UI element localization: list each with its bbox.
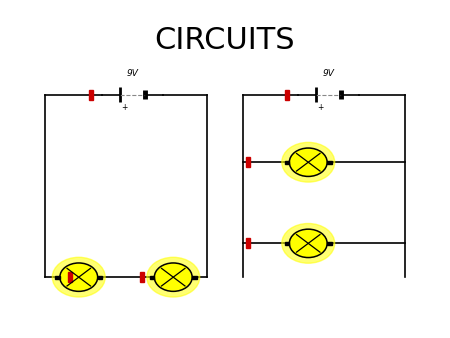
Text: 9V: 9V — [323, 69, 334, 78]
Text: CIRCUITS: CIRCUITS — [155, 26, 295, 55]
Bar — [247, 238, 251, 248]
Circle shape — [282, 223, 335, 263]
Bar — [327, 161, 332, 164]
Circle shape — [60, 263, 98, 291]
Bar — [68, 272, 72, 282]
Bar — [150, 276, 154, 279]
Bar — [247, 157, 251, 167]
Circle shape — [282, 142, 335, 182]
Circle shape — [289, 229, 327, 258]
Bar — [192, 276, 197, 279]
Text: +: + — [122, 103, 128, 112]
Bar — [285, 161, 289, 164]
Bar — [140, 272, 144, 282]
Bar — [55, 276, 60, 279]
Text: 9V: 9V — [127, 69, 139, 78]
Bar — [89, 90, 93, 100]
Bar — [98, 276, 102, 279]
Circle shape — [52, 257, 105, 297]
Bar — [327, 242, 332, 245]
Circle shape — [147, 257, 200, 297]
Circle shape — [154, 263, 192, 291]
Bar — [284, 90, 289, 100]
Circle shape — [289, 148, 327, 176]
Bar — [285, 242, 289, 245]
Text: +: + — [317, 103, 324, 112]
